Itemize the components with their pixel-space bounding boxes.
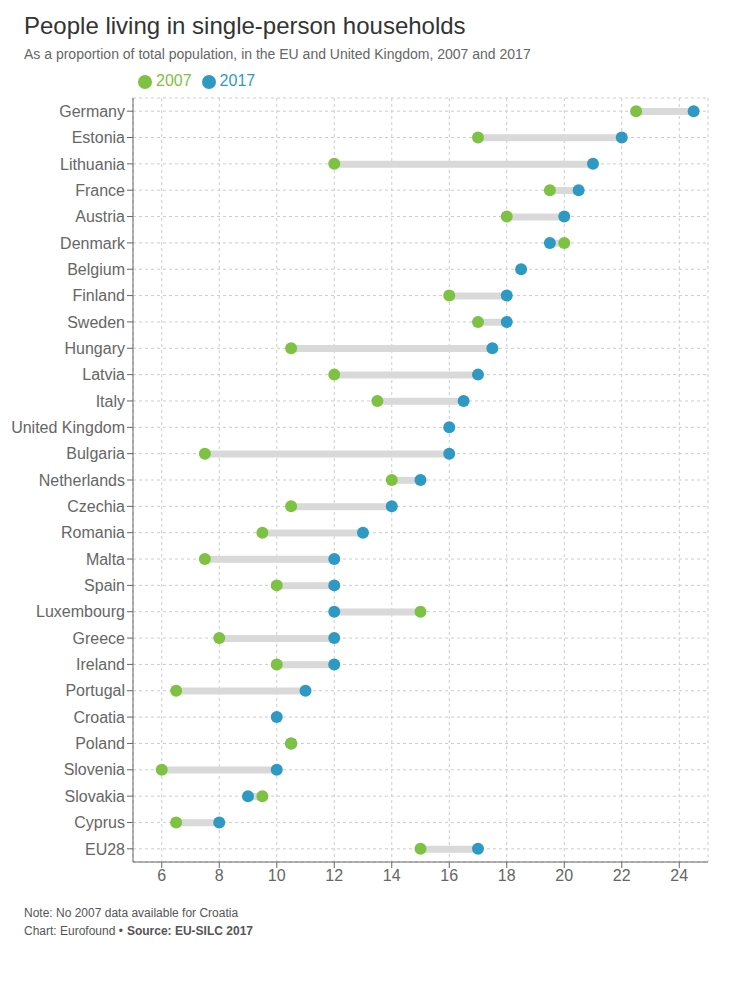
svg-text:18: 18 (498, 867, 516, 884)
svg-text:Cyprus: Cyprus (74, 814, 125, 831)
svg-text:Latvia: Latvia (82, 366, 125, 383)
svg-text:Hungary: Hungary (65, 340, 125, 357)
svg-text:14: 14 (383, 867, 401, 884)
svg-text:Malta: Malta (86, 551, 125, 568)
svg-text:6: 6 (157, 867, 166, 884)
svg-text:12: 12 (325, 867, 343, 884)
svg-text:Lithuania: Lithuania (60, 156, 125, 173)
svg-text:Greece: Greece (73, 630, 126, 647)
svg-text:22: 22 (613, 867, 631, 884)
svg-text:Estonia: Estonia (72, 129, 125, 146)
svg-text:Austria: Austria (75, 208, 125, 225)
html-text:Note: No 2007 data available f: Note: No 2007 data available for Croatia (24, 906, 239, 920)
svg-text:Luxembourg: Luxembourg (36, 603, 125, 620)
html-text:2017: 2017 (219, 72, 256, 89)
svg-text:Spain: Spain (84, 577, 125, 594)
svg-text:France: France (75, 182, 125, 199)
svg-text:United Kingdom: United Kingdom (11, 419, 125, 436)
svg-text:Slovakia: Slovakia (65, 788, 126, 805)
svg-text:Romania: Romania (61, 524, 125, 541)
svg-text:Netherlands: Netherlands (39, 472, 125, 489)
svg-text:Bulgaria: Bulgaria (66, 445, 125, 462)
svg-text:EU28: EU28 (85, 841, 125, 858)
svg-text:16: 16 (440, 867, 458, 884)
svg-text:Sweden: Sweden (67, 314, 125, 331)
svg-text:Belgium: Belgium (67, 261, 125, 278)
svg-text:20: 20 (555, 867, 573, 884)
svg-text:Croatia: Croatia (73, 709, 125, 726)
html-text:People living in single-person: People living in single-person household… (24, 12, 466, 39)
html-text:2007: 2007 (156, 72, 192, 89)
svg-text:10: 10 (268, 867, 286, 884)
svg-text:Finland: Finland (73, 287, 125, 304)
svg-text:Germany: Germany (59, 103, 125, 120)
svg-text:Denmark: Denmark (60, 235, 126, 252)
html-text:Chart: Eurofound • Source: EU-: Chart: Eurofound • Source: EU-SILC 2017 (24, 924, 253, 938)
svg-text:Italy: Italy (96, 393, 125, 410)
svg-text:Ireland: Ireland (76, 656, 125, 673)
svg-text:24: 24 (670, 867, 688, 884)
svg-text:Portugal: Portugal (65, 682, 125, 699)
html-text:As a proportion of total popul: As a proportion of total population, in … (24, 46, 531, 62)
svg-text:Poland: Poland (75, 735, 125, 752)
svg-text:Slovenia: Slovenia (64, 761, 125, 778)
svg-text:8: 8 (215, 867, 224, 884)
svg-text:Czechia: Czechia (67, 498, 125, 515)
